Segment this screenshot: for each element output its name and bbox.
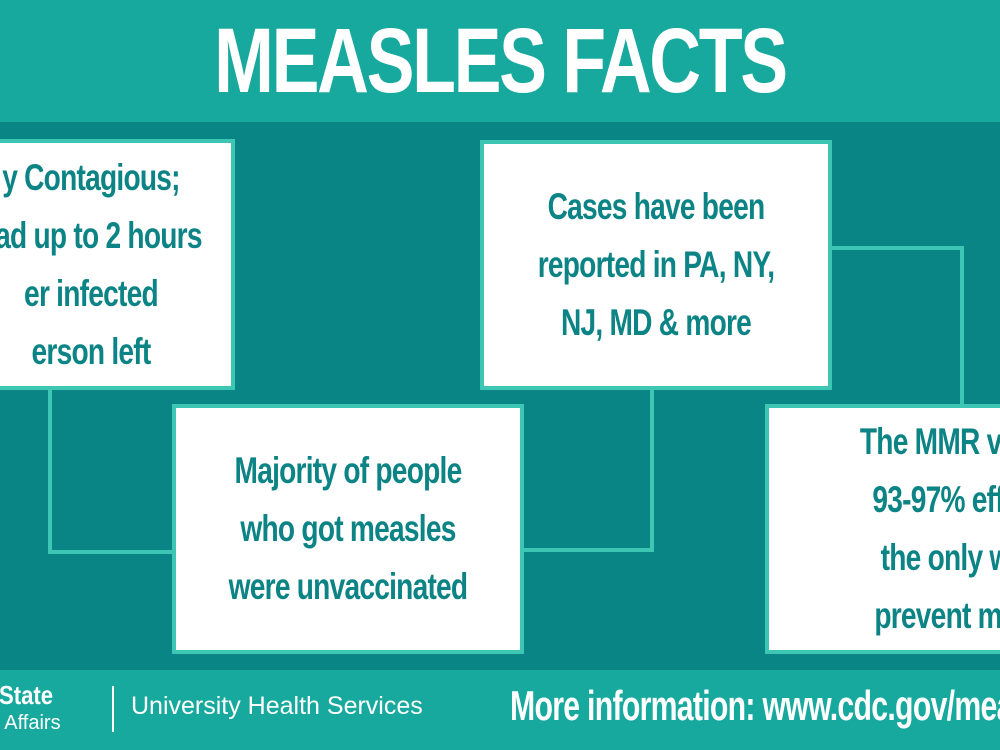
page-title: MEASLES FACTS (214, 9, 788, 112)
fact-card-mmr-vaccine: The MMR vacc 93-97% effec the only wa pr… (765, 404, 1000, 654)
fact-text-mmr-vaccine: The MMR vacc 93-97% effec the only wa pr… (859, 421, 1000, 636)
connector-line-3 (829, 246, 964, 407)
footer-divider (112, 686, 114, 732)
department-name: University Health Services (131, 692, 423, 720)
fact-text-unvaccinated: Majority of people who got measles were … (228, 450, 468, 607)
fact-text-contagious: y Contagious; ead up to 2 hours er infec… (0, 156, 202, 372)
fact-card-unvaccinated: Majority of people who got measles were … (172, 404, 524, 654)
fact-card-contagious: y Contagious; ead up to 2 hours er infec… (0, 139, 235, 390)
logo-name: nnState (0, 680, 54, 710)
fact-card-cases-reported: Cases have been reported in PA, NY, NJ, … (480, 140, 832, 390)
connector-line-2 (521, 387, 654, 552)
header-banner (0, 0, 1000, 122)
connector-line-1 (48, 387, 175, 554)
more-info-link[interactable]: More information: www.cdc.gov/meas (510, 682, 1000, 729)
fact-text-cases-reported: Cases have been reported in PA, NY, NJ, … (537, 186, 775, 343)
footer-bar (0, 670, 1000, 750)
logo-subtitle: ent Affairs (0, 712, 61, 734)
pennstate-logo: nnState ent Affairs (0, 680, 100, 740)
